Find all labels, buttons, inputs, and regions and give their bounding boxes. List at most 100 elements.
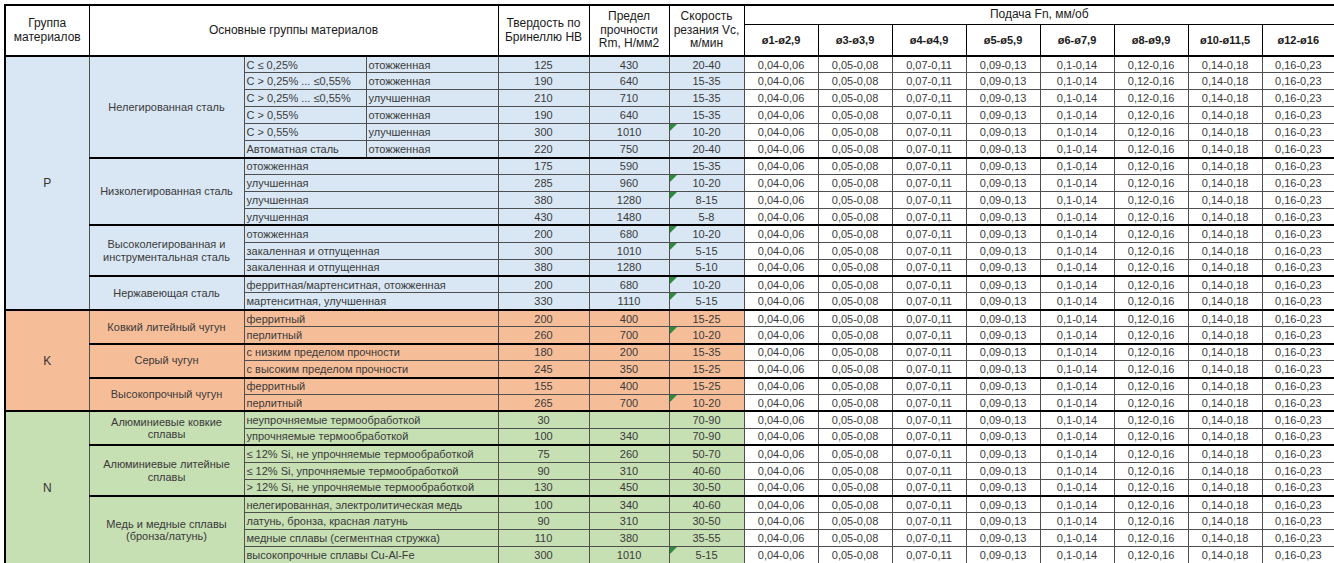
feed-cell: 0,1-0,14 bbox=[1040, 394, 1114, 411]
feed-cell: 0,16-0,23 bbox=[1262, 327, 1334, 344]
feed-cell: 0,09-0,13 bbox=[966, 445, 1040, 462]
strength-cell: 310 bbox=[589, 513, 669, 530]
group-cell: K bbox=[5, 310, 89, 412]
strength-cell: 400 bbox=[589, 310, 669, 327]
hardness-cell: 285 bbox=[498, 174, 589, 191]
feed-cell: 0,14-0,18 bbox=[1188, 141, 1262, 158]
strength-cell: 310 bbox=[589, 462, 669, 479]
feed-cell: 0,12-0,16 bbox=[1114, 462, 1188, 479]
feed-cell: 0,14-0,18 bbox=[1188, 174, 1262, 191]
feed-cell: 0,14-0,18 bbox=[1188, 90, 1262, 107]
hardness-cell: 380 bbox=[498, 259, 589, 276]
feed-cell: 0,04-0,06 bbox=[744, 428, 818, 445]
feed-cell: 0,14-0,18 bbox=[1188, 394, 1262, 411]
speed-cell: 15-25 bbox=[669, 310, 744, 327]
hardness-cell: 260 bbox=[498, 327, 589, 344]
feed-cell: 0,14-0,18 bbox=[1188, 191, 1262, 208]
feed-cell: 0,14-0,18 bbox=[1188, 513, 1262, 530]
feed-cell: 0,09-0,13 bbox=[966, 141, 1040, 158]
hardness-cell: 190 bbox=[498, 107, 589, 124]
feed-cell: 0,1-0,14 bbox=[1040, 411, 1114, 428]
table-row: PНелегированная стальC ≤ 0,25%отожженная… bbox=[5, 56, 1334, 73]
strength-cell: 640 bbox=[589, 107, 669, 124]
feed-cell: 0,1-0,14 bbox=[1040, 327, 1114, 344]
strength-cell: 640 bbox=[589, 73, 669, 90]
feed-cell: 0,07-0,11 bbox=[892, 90, 966, 107]
feed-cell: 0,09-0,13 bbox=[966, 462, 1040, 479]
hardness-cell: 175 bbox=[498, 158, 589, 175]
feed-cell: 0,09-0,13 bbox=[966, 90, 1040, 107]
detail-cell: C > 0,25% ... ≤0,55% bbox=[244, 90, 366, 107]
feed-cell: 0,1-0,14 bbox=[1040, 462, 1114, 479]
detail-cell: улучшенная bbox=[244, 191, 498, 208]
feed-cell: 0,14-0,18 bbox=[1188, 124, 1262, 141]
detail-cell: C > 0,55% bbox=[244, 107, 366, 124]
feed-cell: 0,16-0,23 bbox=[1262, 158, 1334, 175]
detail-cell: латунь, бронза, красная латунь bbox=[244, 513, 498, 530]
feed-cell: 0,12-0,16 bbox=[1114, 327, 1188, 344]
detail-cell: медные сплавы (сегментная стружка) bbox=[244, 530, 498, 547]
hardness-cell: 200 bbox=[498, 310, 589, 327]
header-feed-diameter: ø4-ø4,9 bbox=[892, 24, 966, 56]
feed-cell: 0,04-0,06 bbox=[744, 107, 818, 124]
feed-cell: 0,04-0,06 bbox=[744, 56, 818, 73]
detail-cell: ферритная/мартенситная, отожженная bbox=[244, 276, 498, 293]
feed-cell: 0,12-0,16 bbox=[1114, 124, 1188, 141]
feed-cell: 0,04-0,06 bbox=[744, 174, 818, 191]
detail-cell: закаленная и отпущенная bbox=[244, 259, 498, 276]
feed-cell: 0,05-0,08 bbox=[818, 107, 892, 124]
feed-cell: 0,07-0,11 bbox=[892, 530, 966, 547]
detail-cell: отожженная bbox=[244, 158, 498, 175]
feed-cell: 0,04-0,06 bbox=[744, 293, 818, 310]
strength-cell: 400 bbox=[589, 378, 669, 395]
strength-cell: 200 bbox=[589, 344, 669, 361]
feed-cell: 0,05-0,08 bbox=[818, 56, 892, 73]
detail-cell: C > 0,55% bbox=[244, 124, 366, 141]
feed-cell: 0,09-0,13 bbox=[966, 394, 1040, 411]
feed-cell: 0,07-0,11 bbox=[892, 513, 966, 530]
detail-cell: мартенситная, улучшенная bbox=[244, 293, 498, 310]
speed-cell: 15-25 bbox=[669, 378, 744, 395]
feed-cell: 0,12-0,16 bbox=[1114, 378, 1188, 395]
header-feed-diameter: ø8-ø9,9 bbox=[1114, 24, 1188, 56]
feed-cell: 0,14-0,18 bbox=[1188, 428, 1262, 445]
hardness-cell: 90 bbox=[498, 462, 589, 479]
detail-cell: с высоким пределом прочности bbox=[244, 361, 498, 378]
speed-cell: 15-25 bbox=[669, 361, 744, 378]
feed-cell: 0,16-0,23 bbox=[1262, 191, 1334, 208]
material-subgroup-cell: Алюминиевые литейные сплавы bbox=[89, 445, 244, 496]
header-row-1: Группа материалов Основные группы матери… bbox=[5, 5, 1334, 24]
feed-cell: 0,16-0,23 bbox=[1262, 411, 1334, 428]
feed-cell: 0,16-0,23 bbox=[1262, 141, 1334, 158]
feed-cell: 0,14-0,18 bbox=[1188, 56, 1262, 73]
feed-cell: 0,05-0,08 bbox=[818, 411, 892, 428]
feed-cell: 0,07-0,11 bbox=[892, 208, 966, 225]
cutting-data-table: Группа материалов Основные группы матери… bbox=[4, 4, 1334, 563]
feed-cell: 0,07-0,11 bbox=[892, 259, 966, 276]
feed-cell: 0,12-0,16 bbox=[1114, 259, 1188, 276]
feed-cell: 0,09-0,13 bbox=[966, 479, 1040, 496]
feed-cell: 0,14-0,18 bbox=[1188, 479, 1262, 496]
feed-cell: 0,1-0,14 bbox=[1040, 479, 1114, 496]
speed-cell: 15-35 bbox=[669, 90, 744, 107]
table-row: Низколегированная стальотожженная1755901… bbox=[5, 158, 1334, 175]
hardness-cell: 130 bbox=[498, 479, 589, 496]
strength-cell: 1280 bbox=[589, 259, 669, 276]
hardness-cell: 90 bbox=[498, 513, 589, 530]
feed-cell: 0,07-0,11 bbox=[892, 445, 966, 462]
feed-cell: 0,14-0,18 bbox=[1188, 310, 1262, 327]
feed-cell: 0,05-0,08 bbox=[818, 191, 892, 208]
error-flag-icon bbox=[670, 124, 677, 131]
hardness-cell: 330 bbox=[498, 293, 589, 310]
condition-cell: отожженная bbox=[366, 141, 498, 158]
feed-cell: 0,09-0,13 bbox=[966, 496, 1040, 513]
speed-cell: 10-20 bbox=[669, 174, 744, 191]
strength-cell: 1480 bbox=[589, 208, 669, 225]
feed-cell: 0,16-0,23 bbox=[1262, 56, 1334, 73]
feed-cell: 0,14-0,18 bbox=[1188, 73, 1262, 90]
feed-cell: 0,1-0,14 bbox=[1040, 259, 1114, 276]
feed-cell: 0,1-0,14 bbox=[1040, 293, 1114, 310]
feed-cell: 0,16-0,23 bbox=[1262, 513, 1334, 530]
hardness-cell: 155 bbox=[498, 378, 589, 395]
speed-cell: 40-60 bbox=[669, 462, 744, 479]
